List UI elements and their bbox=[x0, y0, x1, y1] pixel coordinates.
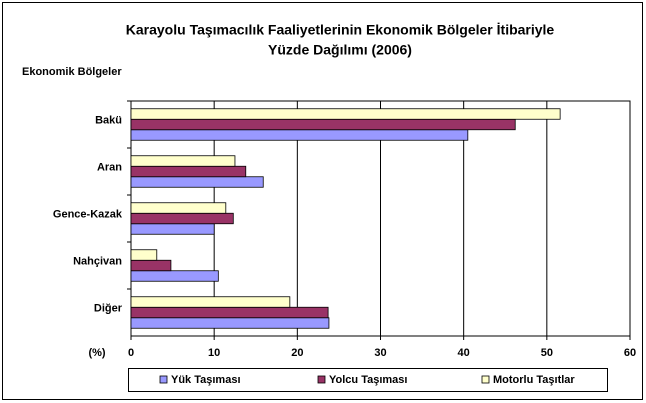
x-tick-label: 60 bbox=[624, 347, 636, 359]
bar bbox=[130, 212, 234, 225]
legend-frame bbox=[128, 368, 608, 392]
legend-swatch bbox=[317, 375, 326, 384]
y-axis-label: Ekonomik Bölgeler bbox=[22, 66, 122, 78]
bar bbox=[130, 223, 215, 235]
bar bbox=[130, 270, 219, 282]
x-tick-label: 10 bbox=[208, 347, 220, 359]
y-tick-label: Diğer bbox=[94, 302, 123, 314]
bar bbox=[130, 296, 291, 308]
bar bbox=[130, 317, 330, 329]
legend-swatch bbox=[481, 375, 490, 384]
legend-label: Yük Taşıması bbox=[171, 374, 241, 386]
bar bbox=[130, 259, 172, 272]
bar bbox=[130, 249, 158, 261]
legend-swatch bbox=[159, 375, 168, 384]
bar bbox=[130, 118, 516, 131]
x-tick-label: 40 bbox=[458, 347, 470, 359]
legend-label: Motorlu Taşıtlar bbox=[493, 374, 575, 386]
bar bbox=[130, 108, 561, 120]
y-tick-label: Bakü bbox=[95, 114, 122, 126]
y-tick-label: Nahçivan bbox=[73, 255, 122, 267]
x-tick-label: 50 bbox=[541, 347, 553, 359]
y-tick-label: Gence-Kazak bbox=[53, 208, 123, 220]
legend-label: Yolcu Taşıması bbox=[329, 374, 407, 386]
chart-title: Karayolu Taşımacılık Faaliyetlerinin Eko… bbox=[126, 22, 555, 38]
bar bbox=[130, 165, 247, 178]
x-tick-label: 0 bbox=[128, 347, 134, 359]
x-tick-label: 20 bbox=[291, 347, 303, 359]
bar bbox=[130, 129, 469, 141]
bar bbox=[130, 202, 227, 214]
bar bbox=[130, 176, 264, 188]
y-tick-label: Aran bbox=[97, 161, 122, 173]
chart-title: Yüzde Dağılımı (2006) bbox=[268, 42, 412, 58]
x-tick-label: 30 bbox=[374, 347, 386, 359]
x-axis-label: (%) bbox=[88, 347, 105, 359]
bar bbox=[130, 155, 236, 167]
bar bbox=[130, 306, 329, 319]
